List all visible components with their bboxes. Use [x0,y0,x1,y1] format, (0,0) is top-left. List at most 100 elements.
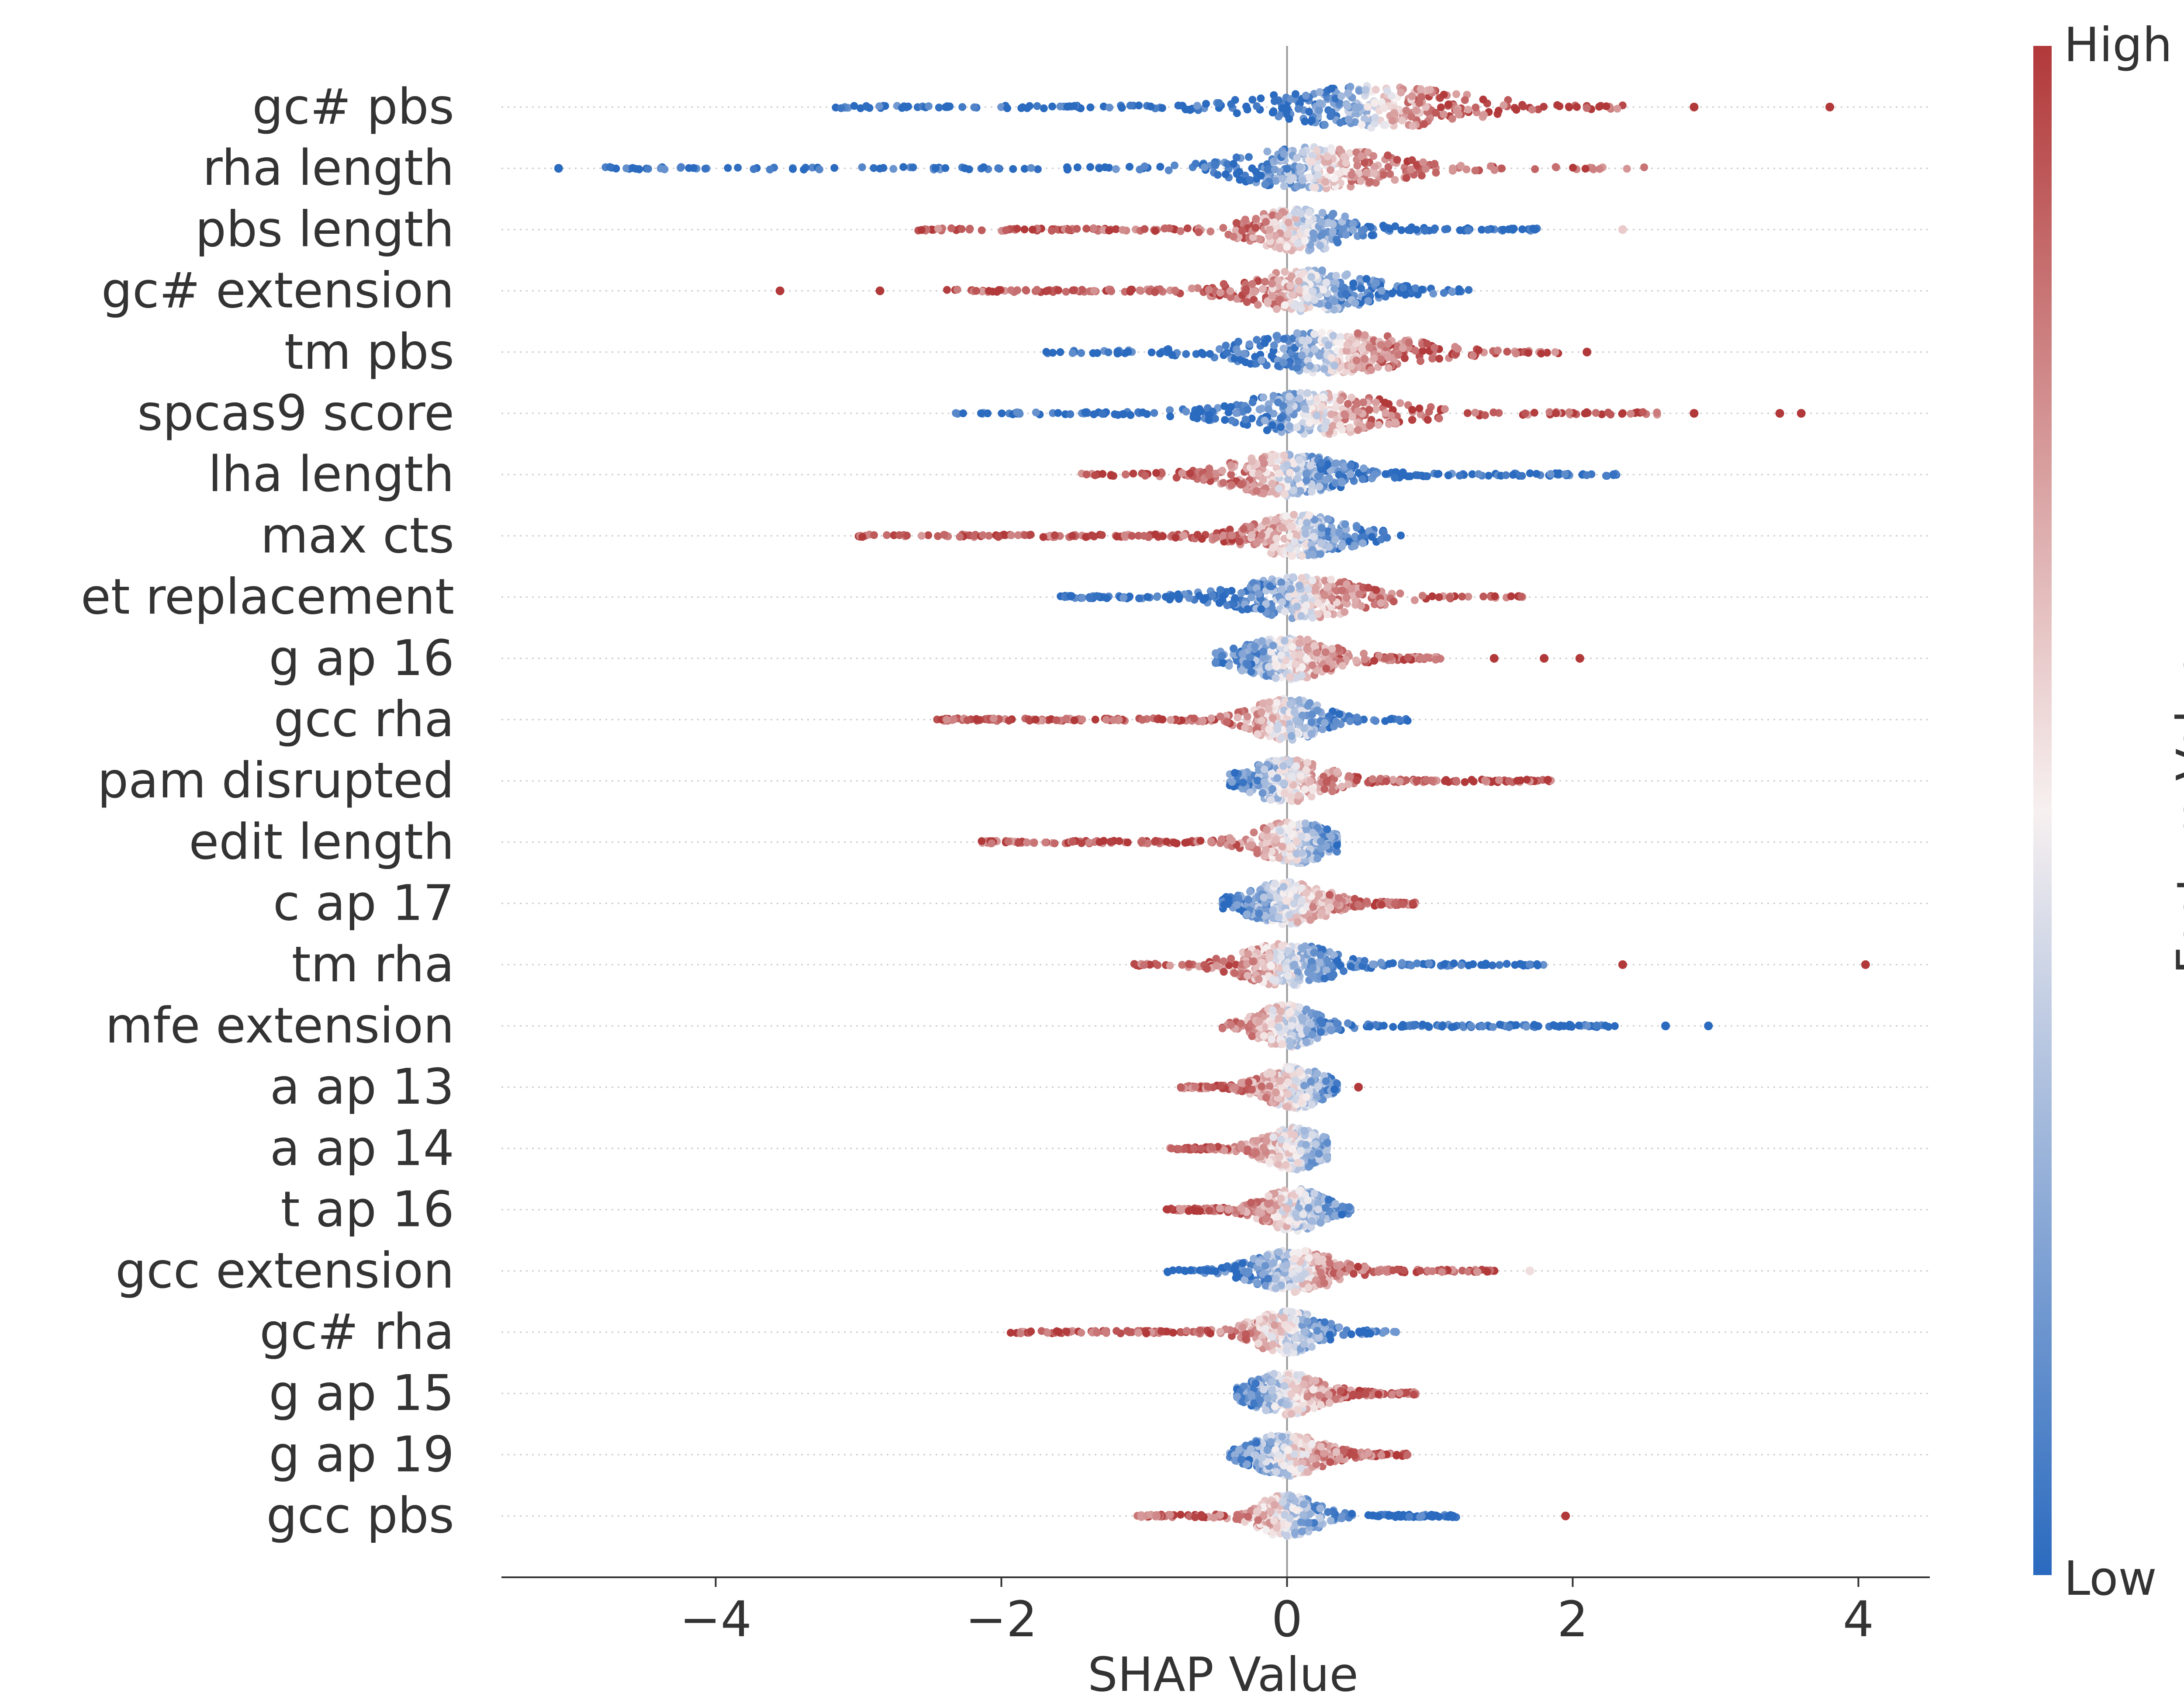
shap-point [1150,409,1158,417]
shap-point [1272,305,1281,313]
shap-point [1181,838,1189,847]
shap-point [1165,166,1173,174]
shap-point [1206,350,1214,358]
shap-point [1361,655,1369,664]
shap-point [1286,725,1294,734]
shap-point [1518,225,1527,233]
shap-point [1423,472,1431,480]
shap-point [1279,344,1288,353]
shap-point [1259,285,1267,293]
shap-point [1238,227,1246,235]
shap-point [1429,290,1438,298]
shap-point [1250,828,1258,837]
shap-point [1448,287,1456,296]
grid-lines [501,106,1930,1517]
shap-point [1581,165,1590,173]
shap-point [1409,122,1417,130]
shap-point [1310,642,1318,650]
shap-point [1331,459,1340,468]
shap-point [1341,520,1349,528]
shap-outlier-point [875,286,885,295]
shap-point [1152,469,1160,477]
shap-point [1386,170,1394,178]
shap-point [1158,715,1166,724]
shap-point [1465,286,1473,294]
shap-point [1524,349,1532,357]
shap-point [1068,838,1077,846]
shap-point [1627,410,1635,418]
shap-point [1313,164,1322,172]
shap-point [994,533,1002,541]
shap-point [1302,530,1310,538]
shap-point [1423,339,1431,348]
shap-point [1005,717,1013,725]
shap-point [1198,717,1206,726]
shap-point [1020,165,1029,173]
shap-point [1290,301,1298,310]
shap-point [1026,102,1034,110]
shap-point [1332,272,1340,280]
shap-point [1040,104,1048,112]
shap-point [1243,712,1251,720]
shap-point [1118,104,1126,112]
shap-point [978,226,986,235]
shap-point [1085,838,1093,847]
shap-point [1299,148,1307,156]
shap-point [1489,408,1498,416]
shap-point [889,165,898,173]
shap-point [1293,474,1302,483]
shap-point [1377,287,1386,295]
shap-point [1261,180,1269,188]
shap-point [957,225,966,233]
shap-point [1258,454,1266,463]
shap-point [1222,341,1230,350]
shap-point [1248,96,1257,104]
shap-point [1327,166,1334,174]
shap-point [1265,663,1273,671]
shap-point [932,164,940,172]
shap-point [1294,105,1303,113]
shap-point [1230,232,1238,241]
shap-point [1180,531,1188,540]
shap-point [1274,721,1282,729]
shap-point [1135,101,1143,110]
shap-point [1484,225,1492,234]
shap-point [1379,121,1388,129]
shap-point [1170,838,1178,847]
shap-point [1225,662,1233,670]
shap-point [837,104,845,112]
shap-point [1265,705,1273,713]
shap-point [1223,601,1231,610]
shap-point [1461,96,1469,104]
feature-row [1219,878,1419,928]
shap-point [1247,593,1255,602]
shap-point [1240,350,1248,358]
shap-point [629,164,637,172]
shap-point [1183,224,1192,232]
shap-point [1413,776,1421,785]
shap-point [1453,345,1462,353]
shap-point [622,164,630,173]
shap-point [1056,348,1064,356]
shap-point [1380,104,1388,112]
shap-point [1301,405,1310,413]
shap-point [1303,645,1311,653]
shap-point [1396,589,1404,598]
shap-point [1344,116,1353,124]
shap-point [1389,776,1397,784]
shap-point [925,102,933,111]
shap-point [1288,291,1296,299]
shap-point [1341,212,1349,221]
shap-outlier-point [1690,409,1699,418]
shap-point [1206,227,1215,236]
shap-point [1095,838,1104,846]
shap-point [1098,410,1106,418]
shap-point [1320,591,1329,599]
shap-point [946,102,954,111]
shap-point [1066,592,1075,600]
shap-outlier-point [1540,654,1549,663]
shap-point [1288,552,1296,560]
shap-point [1417,85,1425,93]
shap-point [1315,106,1323,114]
shap-point [1051,839,1059,848]
